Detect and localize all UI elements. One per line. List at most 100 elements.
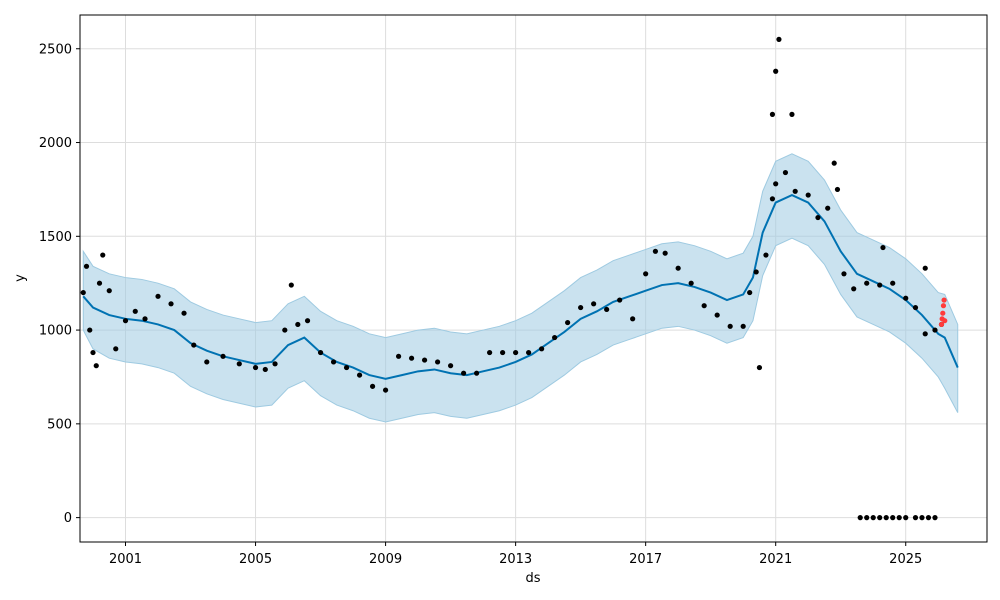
observed-point	[831, 160, 837, 166]
observed-point	[912, 515, 919, 521]
observed-point	[552, 334, 558, 341]
observed-point	[343, 364, 350, 371]
observed-point	[204, 359, 210, 365]
observed-point	[919, 515, 925, 521]
observed-point	[896, 515, 902, 521]
observed-point	[815, 214, 821, 221]
observed-point	[925, 515, 932, 521]
observed-point	[773, 181, 779, 187]
observed-point	[168, 301, 174, 307]
plot-border	[79, 14, 988, 543]
observed-point	[421, 357, 428, 363]
observed-point	[864, 280, 870, 286]
observed-point	[106, 288, 112, 294]
x-tick-label: 2017	[629, 552, 662, 567]
observed-point	[776, 36, 782, 42]
observed-point	[578, 304, 584, 311]
recent-point	[942, 318, 948, 324]
observed-point	[789, 111, 795, 117]
observed-point	[369, 383, 376, 389]
observed-point	[652, 248, 659, 254]
observed-point	[122, 318, 129, 324]
observed-point	[763, 252, 769, 258]
recent-point	[941, 297, 947, 303]
observed-point	[513, 349, 519, 356]
observed-point	[142, 316, 148, 322]
observed-point	[181, 310, 187, 316]
observed-point	[782, 169, 789, 176]
observed-point	[864, 515, 870, 521]
observed-point	[643, 271, 649, 277]
observed-point	[792, 188, 798, 194]
y-axis-ticks: 0 500 1000 1500 2000 2500	[39, 42, 80, 526]
observed-point	[282, 327, 288, 333]
x-tick-label: 2009	[369, 552, 402, 567]
x-axis-label: ds	[525, 571, 540, 586]
observed-point	[890, 515, 896, 521]
observed-point	[272, 361, 278, 367]
observed-point	[701, 303, 707, 309]
observed-point	[295, 321, 301, 328]
uncertainty-band-area	[82, 153, 959, 423]
observed-point	[932, 327, 938, 333]
observed-point	[740, 323, 746, 329]
observed-point	[769, 196, 776, 202]
observed-point	[834, 186, 841, 193]
observed-point	[922, 265, 928, 271]
y-axis-label: y	[13, 274, 28, 282]
x-tick-label: 2013	[499, 552, 532, 567]
observed-points	[80, 36, 948, 521]
observed-point	[93, 363, 99, 369]
observed-point	[617, 297, 623, 303]
y-tick-label: 0	[64, 511, 72, 526]
observed-point	[903, 295, 909, 301]
observed-point	[630, 316, 636, 322]
observed-point	[805, 192, 811, 198]
observed-point	[773, 68, 779, 74]
observed-point	[877, 515, 883, 521]
y-tick-label: 1500	[39, 230, 72, 245]
recent-point	[938, 321, 945, 328]
observed-point	[87, 327, 93, 333]
observed-point	[539, 346, 545, 352]
forecast-line	[82, 193, 959, 380]
observed-point	[461, 370, 467, 376]
x-tick-label: 2005	[239, 552, 272, 567]
observed-point	[880, 244, 886, 251]
observed-point	[675, 265, 681, 271]
observed-point	[500, 349, 506, 356]
y-tick-label: 2500	[39, 42, 72, 57]
observed-point	[903, 515, 909, 521]
observed-point	[80, 289, 86, 296]
observed-point	[317, 349, 324, 356]
y-tick-label: 1000	[39, 324, 72, 339]
observed-point	[870, 515, 876, 521]
observed-point	[448, 363, 454, 369]
observed-point	[756, 364, 763, 371]
recent-point	[940, 310, 946, 316]
observed-point	[382, 387, 389, 393]
observed-point	[100, 252, 106, 258]
observed-point	[435, 359, 441, 365]
observed-point	[912, 304, 919, 311]
observed-point	[304, 318, 311, 324]
observed-point	[262, 366, 268, 373]
observed-point	[526, 349, 532, 356]
observed-point	[90, 349, 96, 356]
observed-point	[288, 282, 294, 288]
y-tick-label: 2000	[39, 136, 72, 151]
observed-point	[890, 280, 896, 286]
observed-point	[769, 111, 776, 117]
observed-point	[252, 364, 259, 371]
x-tick-label: 2001	[109, 552, 142, 567]
observed-point	[408, 355, 415, 361]
observed-point	[932, 515, 938, 521]
uncertainty-band	[82, 153, 959, 423]
recent-point	[940, 303, 947, 309]
observed-point	[662, 250, 668, 256]
observed-point	[604, 306, 610, 313]
observed-point	[395, 353, 402, 359]
observed-point	[727, 323, 733, 329]
observed-point	[591, 301, 597, 307]
